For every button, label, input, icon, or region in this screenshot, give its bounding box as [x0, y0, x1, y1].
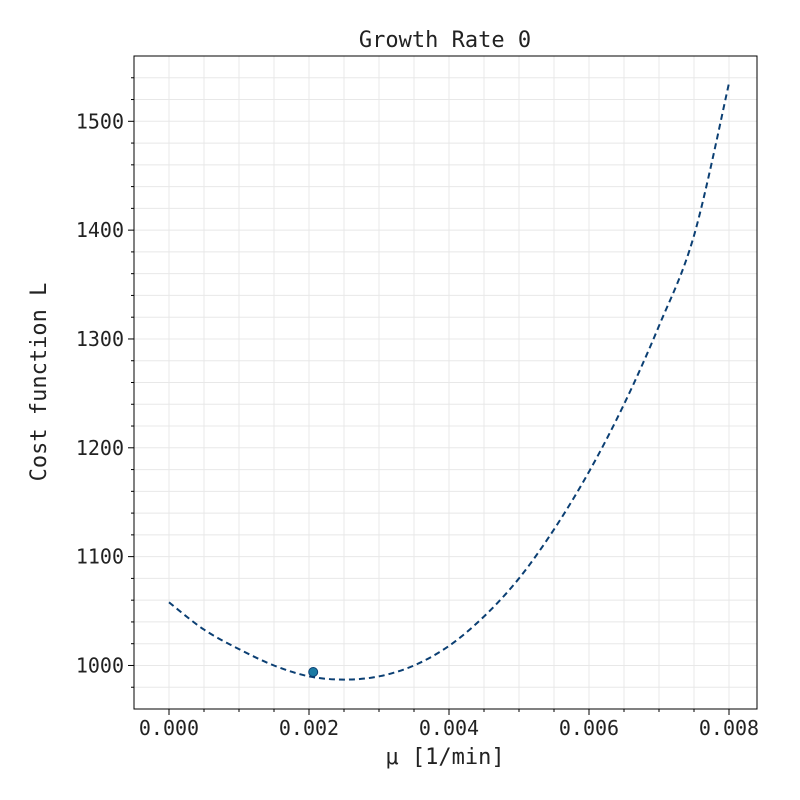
series-line	[168, 82, 730, 681]
x-tick-label: 0.008	[699, 716, 759, 740]
x-tick-label: 0.006	[559, 716, 619, 740]
y-tick-label: 1300	[76, 327, 124, 351]
y-tick-label: 1100	[76, 545, 124, 569]
chart-title: Growth Rate 0	[359, 28, 531, 53]
y-tick-label: 1400	[76, 218, 124, 242]
series-layer	[168, 82, 730, 681]
x-tick-label: 0.000	[139, 716, 199, 740]
y-axis-label: Cost function L	[27, 283, 52, 482]
grid	[134, 56, 757, 709]
y-tick-label: 1000	[76, 653, 124, 677]
y-axis: 1000 1100 1200 1300 1400 1500	[76, 77, 134, 688]
x-tick-label: 0.004	[419, 716, 479, 740]
y-tick-label: 1200	[76, 436, 124, 460]
x-axis: 0.000 0.002 0.004 0.006 0.008	[139, 709, 759, 740]
y-tick-label: 1500	[76, 109, 124, 133]
x-tick-label: 0.002	[279, 716, 339, 740]
x-axis-label: μ [1/min]	[385, 745, 504, 770]
data-point	[308, 666, 319, 677]
points-layer	[308, 666, 319, 677]
